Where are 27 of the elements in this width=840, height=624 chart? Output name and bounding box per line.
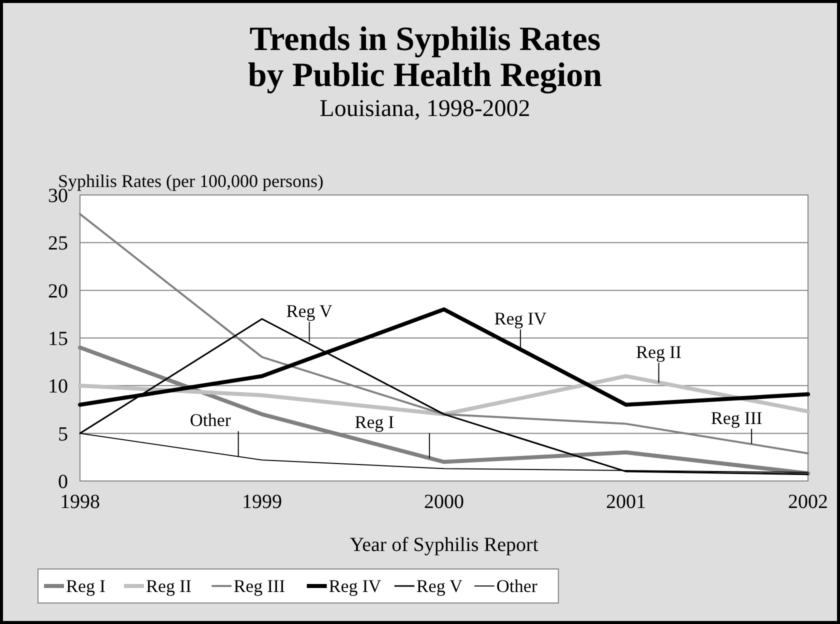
legend-label: Reg IV — [328, 576, 382, 596]
annotation: Reg I — [354, 412, 394, 432]
annotation: Other — [190, 410, 231, 430]
legend-label: Other — [496, 576, 538, 596]
y-axis-title: Syphilis Rates (per 100,000 persons) — [58, 171, 324, 191]
x-tick-label: 1999 — [242, 491, 282, 513]
annotation: Reg V — [286, 300, 332, 321]
annotation: Reg III — [710, 408, 762, 428]
x-tick-label: 1998 — [60, 491, 100, 513]
y-tick-label: 15 — [48, 328, 68, 350]
legend-label: Reg V — [416, 576, 463, 596]
y-tick-label: 20 — [48, 280, 68, 302]
x-tick-label: 2002 — [788, 491, 828, 513]
legend-label: Reg III — [234, 576, 286, 596]
annotation: Reg II — [636, 342, 682, 362]
legend-label: Reg II — [146, 576, 192, 596]
legend-label: Reg I — [66, 576, 106, 596]
x-tick-label: 2000 — [424, 491, 464, 513]
chart-subtitle: Louisiana, 1998-2002 — [320, 96, 530, 122]
annotation: Reg IV — [494, 308, 547, 328]
x-axis-title: Year of Syphilis Report — [350, 534, 539, 556]
y-tick-label: 0 — [58, 471, 68, 493]
y-tick-label: 5 — [58, 423, 68, 446]
x-tick-label: 2001 — [606, 491, 646, 513]
chart-title: Trends in Syphilis Rates by Public Health Region — [248, 21, 602, 94]
y-tick-label: 10 — [48, 376, 68, 398]
y-tick-label: 25 — [48, 232, 68, 255]
